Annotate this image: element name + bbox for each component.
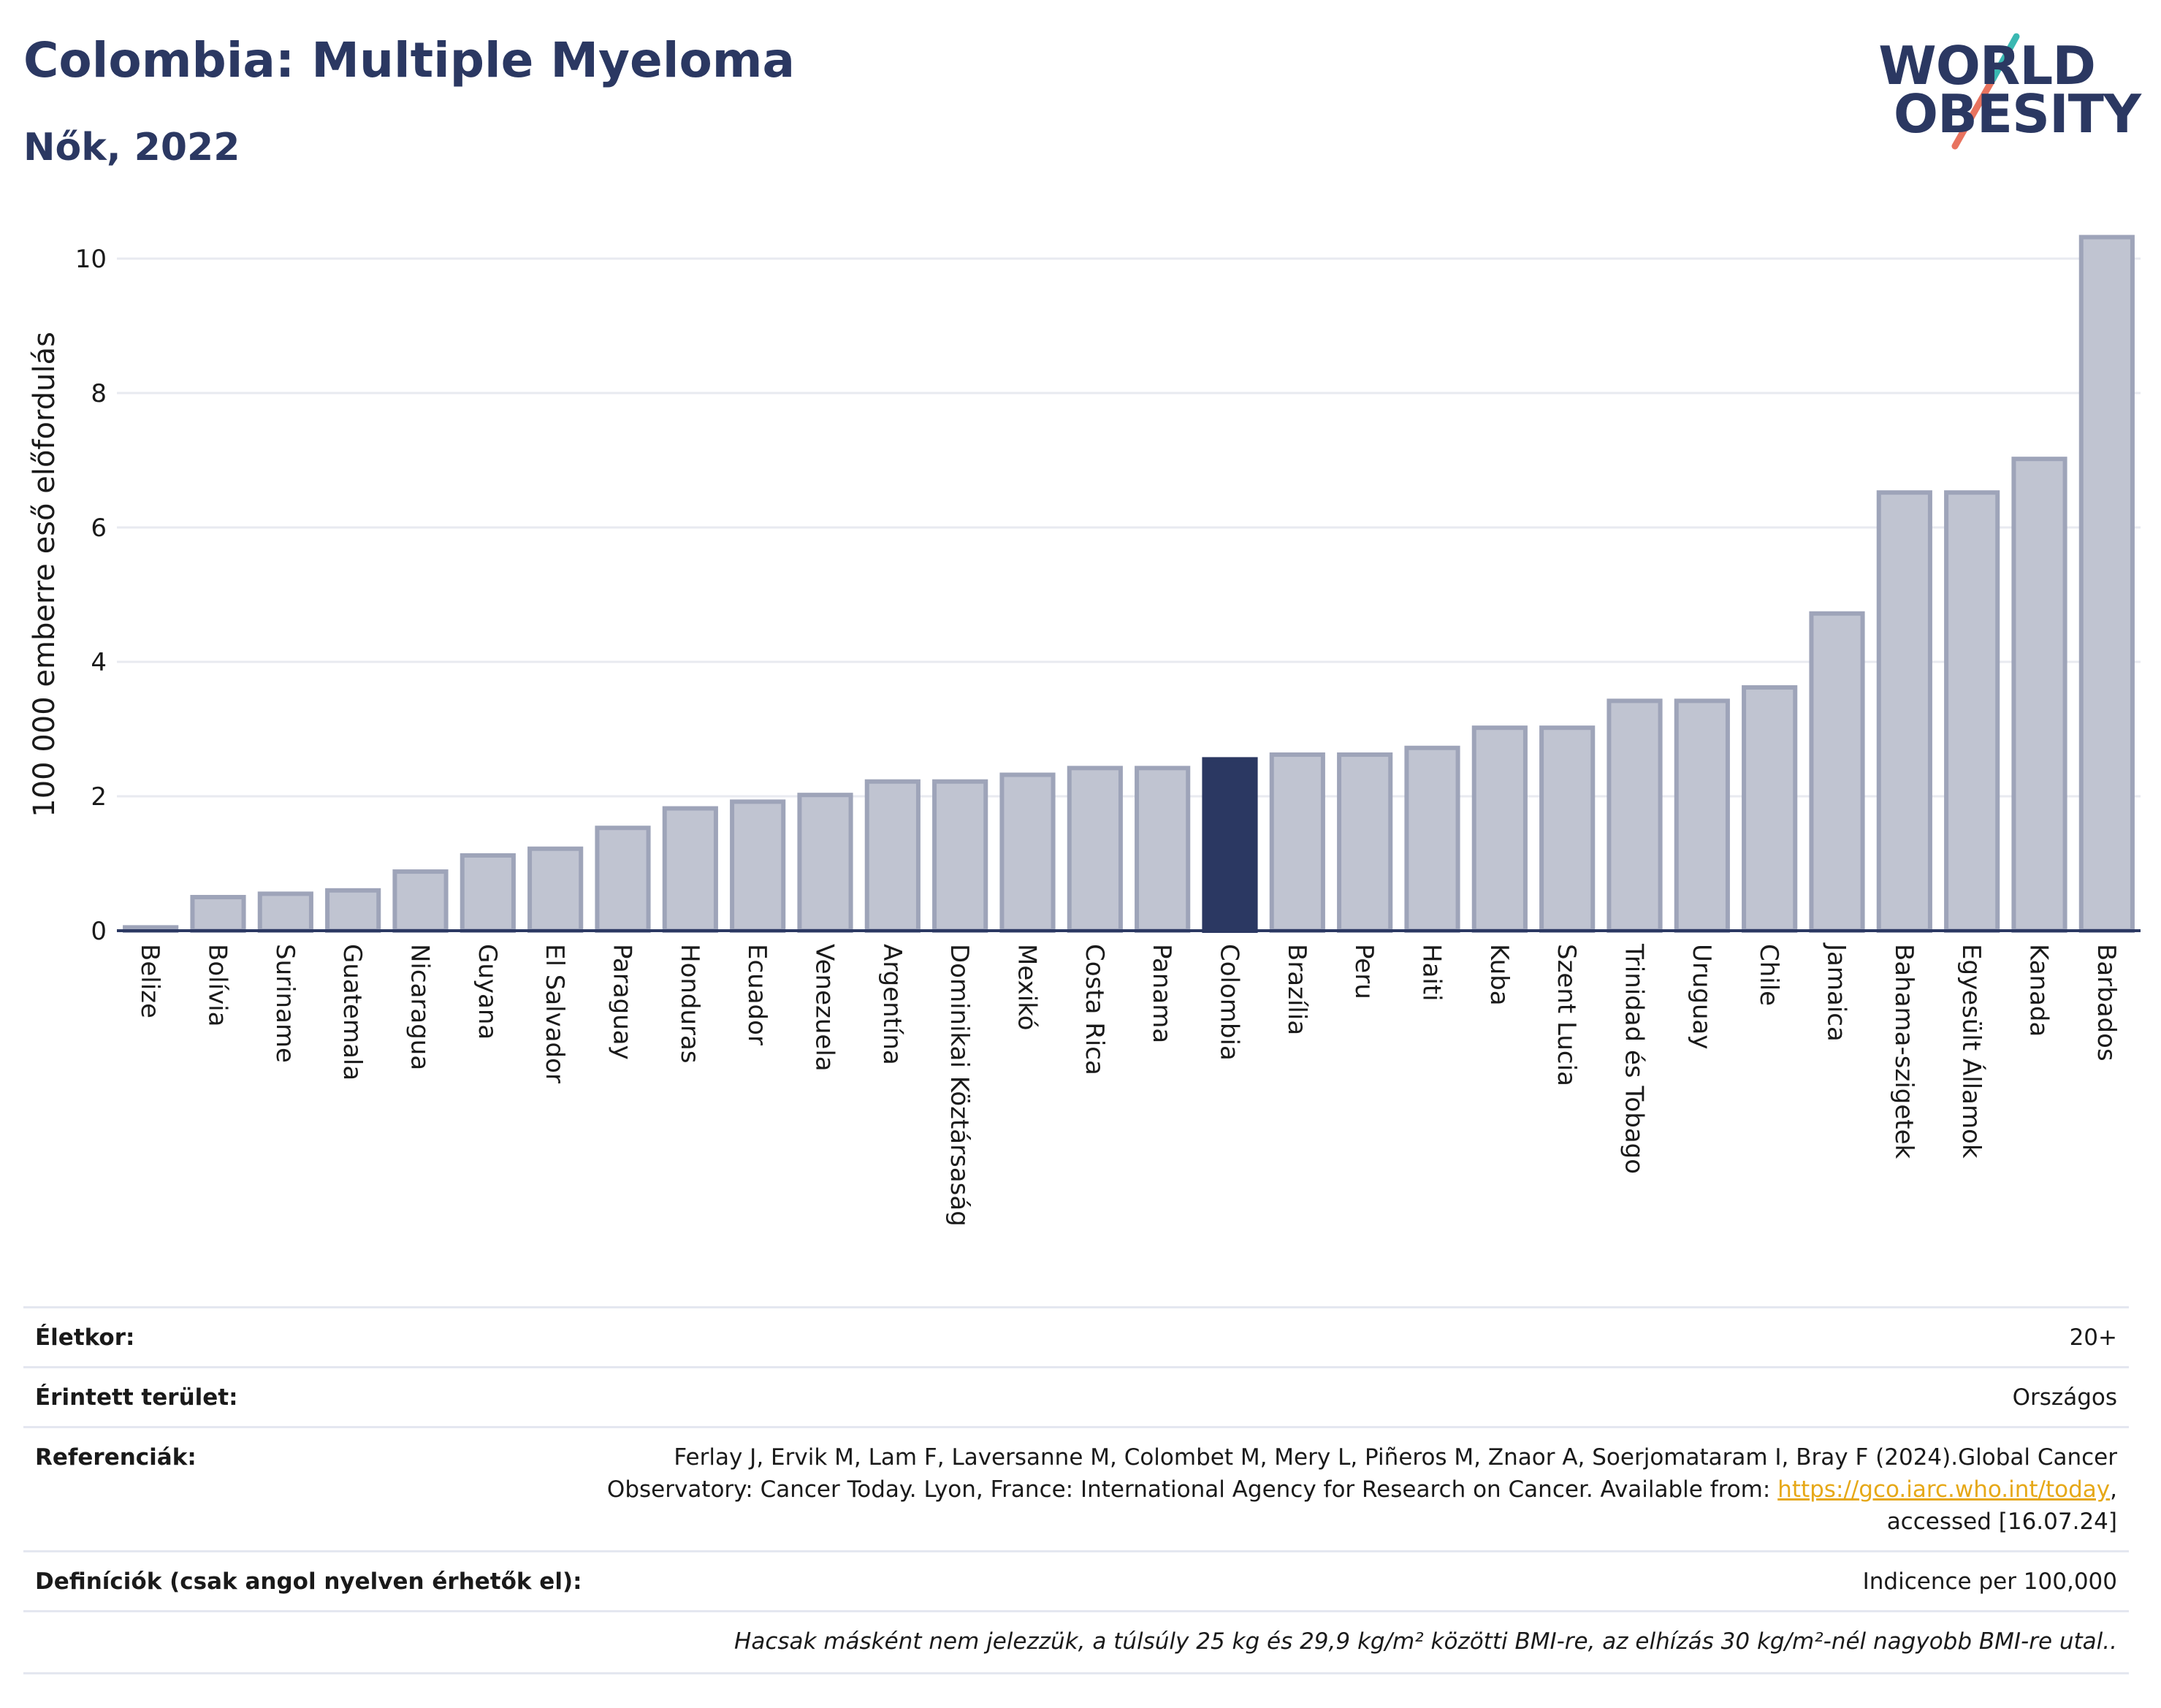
reference-link[interactable]: https://gco.iarc.who.int/today	[1777, 1476, 2111, 1503]
references-value: Ferlay J, Ervik M, Lam F, Laversanne M, …	[607, 1441, 2117, 1538]
bar-egyes-lt-llamok	[1944, 490, 2000, 934]
age-label: Életkor:	[35, 1324, 135, 1351]
x-tick-label: Argentína	[877, 944, 907, 1065]
logo-text-world: WORLD	[1878, 35, 2096, 96]
x-tick-label: Suriname	[270, 944, 300, 1063]
x-tick-label: Egyesült Államok	[1956, 944, 1986, 1159]
definitions-label: Definíciók (csak angol nyelven érhetők e…	[35, 1568, 582, 1595]
x-tick-label: Peru	[1349, 944, 1379, 999]
bar-argent-na	[864, 779, 921, 934]
bar-honduras	[662, 806, 718, 933]
x-tick-label: Chile	[1754, 944, 1783, 1006]
x-tick-label: Haiti	[1417, 944, 1447, 1002]
bar-kuba	[1471, 725, 1528, 933]
chart-bars	[123, 235, 2135, 934]
x-tick-label: El Salvador	[540, 944, 569, 1083]
x-tick-label: Bolívia	[203, 944, 232, 1026]
y-axis-label: 100 000 emberre eső előfordulás	[28, 332, 61, 817]
bar-nicaragua	[392, 869, 449, 933]
x-tick-label: Kuba	[1485, 944, 1514, 1006]
bar-colombia	[1202, 757, 1258, 934]
definitions-value: Indicence per 100,000	[1862, 1568, 2117, 1595]
chart-grid	[117, 257, 2141, 798]
info-row-references: Referenciák: Ferlay J, Ervik M, Lam F, L…	[23, 1426, 2129, 1552]
bar-suriname	[257, 891, 313, 934]
x-tick-label: Guyana	[473, 944, 502, 1040]
bar-venezuela	[797, 793, 853, 933]
x-tick-label: Costa Rica	[1080, 944, 1109, 1075]
bar-chart: 0 2 4 6 8 10 Belize Bolívia Suriname Guatemala Ni…	[28, 235, 2141, 1227]
reference-line-1: Ferlay J, Ervik M, Lam F, Laversanne M, …	[674, 1444, 2117, 1471]
x-tick-label: Ecuador	[742, 944, 771, 1045]
y-tick-label: 2	[91, 782, 107, 812]
reference-line-2: Observatory: Cancer Today. Lyon, France:…	[607, 1473, 2117, 1506]
y-tick-label: 8	[91, 379, 107, 408]
x-tick-label: Honduras	[675, 944, 704, 1064]
info-row-area: Érintett terület: Országos	[23, 1366, 2129, 1428]
y-tick-label: 10	[75, 245, 107, 274]
x-tick-label: Barbados	[2092, 944, 2121, 1061]
x-tick-label: Mexikó	[1013, 944, 1042, 1031]
info-row-note: Hacsak másként nem jelezzük, a túlsúly 2…	[23, 1610, 2129, 1674]
x-tick-label: Guatemala	[338, 944, 367, 1080]
x-tick-label: Venezuela	[810, 944, 839, 1072]
area-value: Országos	[2012, 1384, 2117, 1411]
bar-bol-via	[190, 895, 246, 933]
bar-braz-lia	[1269, 752, 1325, 934]
reference-comma: ,	[2110, 1476, 2117, 1503]
x-tick-label: Kanada	[2024, 944, 2054, 1037]
y-tick-label: 0	[91, 917, 107, 946]
x-tick-label: Trinidad és Tobago	[1620, 943, 1649, 1174]
y-tick-label: 6	[91, 514, 107, 543]
info-row-definitions: Definíciók (csak angol nyelven érhetők e…	[23, 1550, 2129, 1612]
bar-trinidad-s-tobago	[1607, 698, 1663, 933]
bar-peru	[1337, 752, 1393, 934]
page-subtitle: Nők, 2022	[23, 126, 240, 169]
x-axis-labels: Belize Bolívia Suriname Guatemala Nicaragua G…	[135, 942, 2121, 1227]
x-tick-label: Uruguay	[1687, 944, 1716, 1050]
bar-haiti	[1404, 745, 1460, 934]
reference-text: Observatory: Cancer Today. Lyon, France:…	[606, 1476, 1778, 1503]
bar-uruguay	[1674, 698, 1730, 933]
logo-slash-icon	[1951, 33, 2020, 150]
footnote: Hacsak másként nem jelezzük, a túlsúly 2…	[734, 1628, 2117, 1655]
x-tick-label: Panama	[1147, 944, 1176, 1043]
x-tick-label: Bahama-szigetek	[1889, 944, 1918, 1159]
bar-guyana	[460, 853, 516, 934]
x-tick-label: Belize	[135, 944, 164, 1018]
bar-costa-rica	[1067, 766, 1123, 933]
x-tick-label: Szent Lucia	[1552, 944, 1581, 1086]
bar-paraguay	[595, 826, 651, 933]
bar-panama	[1135, 766, 1191, 933]
logo-text-obesity: OBESITY	[1893, 83, 2141, 145]
world-obesity-logo: WORLD OBESITY	[1878, 29, 2141, 153]
bar-szent-lucia	[1539, 725, 1596, 933]
reference-line-3: accessed [16.07.24]	[1886, 1509, 2117, 1535]
x-tick-label: Paraguay	[608, 944, 637, 1060]
x-tick-label: Dominikai Köztársaság	[945, 944, 974, 1227]
page-title: Colombia: Multiple Myeloma	[23, 32, 796, 88]
x-tick-label: Brazília	[1282, 944, 1311, 1035]
bar-barbados	[2078, 235, 2135, 933]
info-row-age: Életkor: 20+	[23, 1306, 2129, 1368]
area-label: Érintett terület:	[35, 1384, 238, 1411]
age-value: 20+	[2069, 1324, 2117, 1351]
bar-jamaica	[1809, 611, 1865, 933]
x-tick-label: Jamaica	[1822, 942, 1851, 1042]
y-axis-ticks: 0 2 4 6 8 10	[75, 245, 107, 946]
x-tick-label: Nicaragua	[405, 944, 435, 1070]
bar-dominikai-k-zt-rsas-g	[932, 779, 988, 934]
y-tick-label: 4	[91, 648, 107, 677]
x-tick-label: Colombia	[1215, 944, 1244, 1061]
bar-ecuador	[730, 799, 786, 933]
bar-chile	[1742, 685, 1798, 934]
bar-mexik-	[999, 772, 1056, 933]
references-label: Referenciák:	[35, 1444, 197, 1471]
bar-bahama-szigetek	[1876, 490, 1932, 934]
bar-el-salvador	[527, 846, 584, 934]
bar-guatemala	[325, 888, 381, 933]
bar-kanada	[2011, 457, 2067, 934]
